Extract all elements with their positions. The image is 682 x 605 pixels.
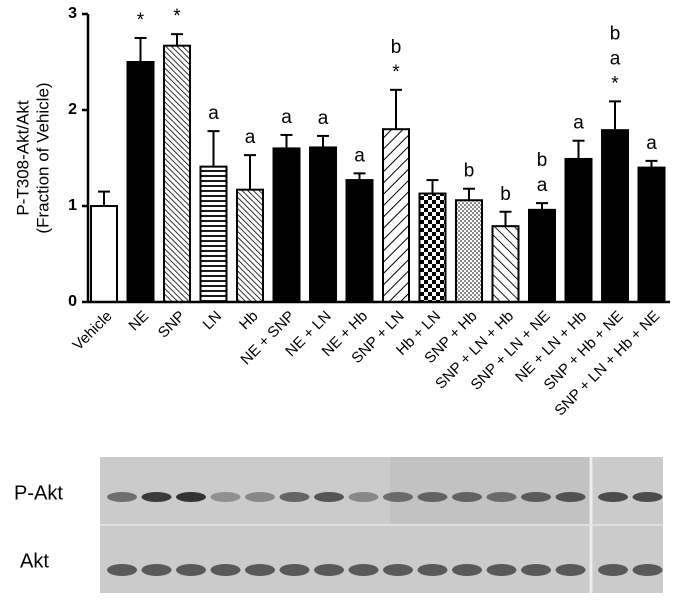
blot-band <box>383 492 413 502</box>
bar <box>90 205 118 303</box>
blot-band <box>141 492 172 502</box>
blot-band <box>107 564 137 576</box>
y-label-line: (Fraction of Vehicle) <box>33 82 52 233</box>
blot-band <box>279 492 310 502</box>
blot-panel <box>390 457 590 525</box>
significance-mark: a <box>318 108 329 129</box>
bar <box>345 179 374 303</box>
blot-band <box>632 492 663 502</box>
blot-band <box>141 564 172 576</box>
blot-band <box>452 564 482 576</box>
blot-band <box>348 564 379 576</box>
bar <box>236 188 264 303</box>
bar <box>382 128 410 303</box>
significance-mark: b <box>391 37 402 58</box>
blot-band <box>383 564 413 576</box>
y-tick-label: 2 <box>68 101 77 118</box>
blot-band <box>632 564 663 576</box>
blot-band <box>486 492 517 502</box>
blot-band <box>176 492 206 502</box>
significance-mark: * <box>392 62 400 83</box>
blot-band <box>417 564 448 576</box>
significance-mark: a <box>281 107 292 128</box>
significance-mark: a <box>610 48 621 69</box>
significance-mark: * <box>611 73 619 94</box>
blot-band <box>245 492 275 502</box>
y-label-line: P-T308-Akt/Akt <box>13 100 32 216</box>
y-axis-label: P-T308-Akt/Akt (Fraction of Vehicle) <box>13 82 52 233</box>
blot-band <box>555 492 586 502</box>
bar <box>455 199 483 304</box>
y-tick-label: 0 <box>68 293 77 310</box>
significance-mark: b <box>464 161 475 182</box>
bar <box>601 129 629 303</box>
x-tick-label: LN <box>200 308 226 334</box>
bar <box>528 208 556 303</box>
western-blot: P-Akt Akt <box>14 457 663 593</box>
blot-band <box>176 564 206 576</box>
blot-band <box>107 492 137 502</box>
blot-band <box>245 564 275 576</box>
blot-row-label: Akt <box>20 550 49 572</box>
blot-band <box>279 564 310 576</box>
blot-row-label: P-Akt <box>14 482 63 504</box>
y-tick-label: 1 <box>68 197 77 214</box>
significance-mark: a <box>245 127 256 148</box>
significance-mark: a <box>573 113 584 134</box>
blot-band <box>348 492 379 502</box>
bar <box>637 166 666 303</box>
bar <box>199 165 228 303</box>
blot-band <box>210 564 241 576</box>
blot-band <box>521 564 551 576</box>
significance-mark: a <box>537 175 548 196</box>
x-tick-label: SNP <box>155 308 189 342</box>
y-tick-label: 3 <box>68 5 77 22</box>
blot-band <box>210 492 241 502</box>
blot-band <box>452 492 482 502</box>
blot-band <box>486 564 517 576</box>
blot-band <box>521 492 551 502</box>
significance-mark: * <box>137 10 145 31</box>
significance-mark: b <box>537 150 548 171</box>
blot-band <box>417 492 448 502</box>
x-tick-label: Hb <box>236 308 262 334</box>
bar <box>309 146 337 303</box>
significance-mark: b <box>500 184 511 205</box>
significance-mark: * <box>173 6 181 27</box>
bar <box>126 61 155 303</box>
bar <box>418 192 447 304</box>
significance-mark: b <box>610 23 621 44</box>
bar <box>163 44 191 304</box>
blot-band <box>314 564 344 576</box>
x-tick-label: NE <box>125 308 152 335</box>
blot-band <box>598 492 628 502</box>
bar <box>564 157 593 303</box>
blot-band <box>598 564 628 576</box>
x-tick-label: Vehicle <box>69 308 115 354</box>
significance-mark: a <box>208 103 219 124</box>
significance-mark: a <box>646 133 657 154</box>
significance-mark: a <box>354 145 365 166</box>
bar <box>272 147 301 303</box>
blot-band <box>555 564 586 576</box>
blot-band <box>314 492 344 502</box>
bar <box>491 225 520 303</box>
